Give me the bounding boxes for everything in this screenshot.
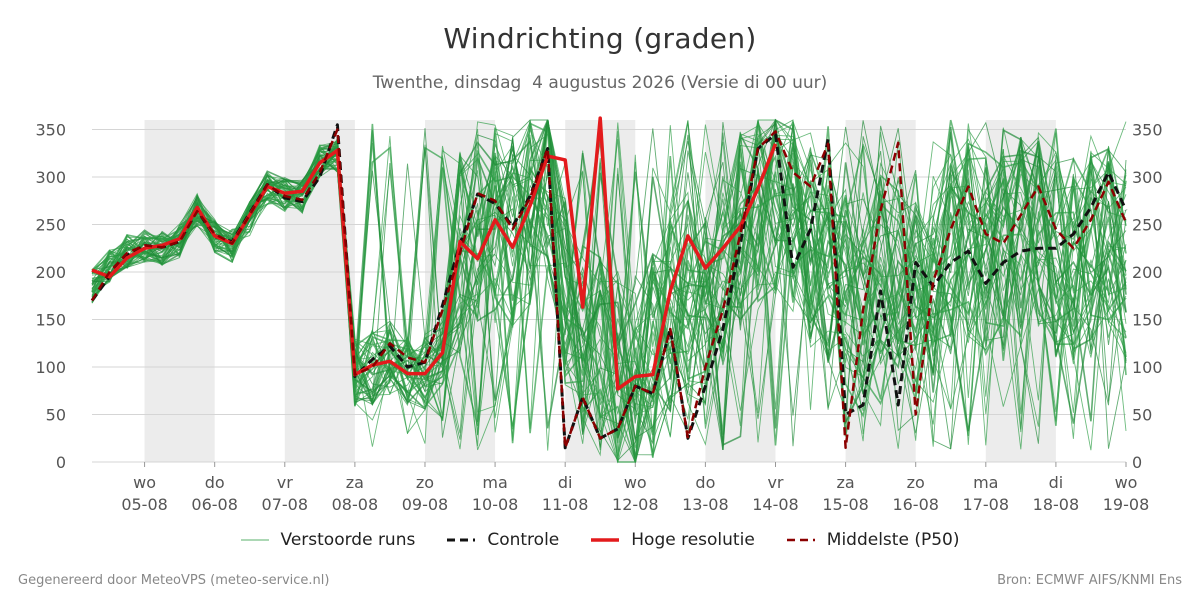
legend-swatch-control — [447, 538, 476, 542]
legend-item-high-res: Hoge resolutie — [591, 530, 755, 550]
x-tick-date-18-08: 18-08 — [1033, 495, 1080, 514]
y-tick-left-300: 300 — [35, 168, 66, 187]
x-tick-date-14-08: 14-08 — [752, 495, 799, 514]
legend-label-median: Middelste (P50) — [826, 530, 960, 550]
y-tick-left-100: 100 — [35, 358, 66, 377]
y-tick-left-250: 250 — [35, 216, 66, 235]
x-tick-date-19-08: 19-08 — [1103, 495, 1150, 514]
x-tick-date-09-08: 09-08 — [402, 495, 449, 514]
ensemble-run-line — [91, 119, 1127, 449]
x-tick-day-13-08: do — [695, 473, 715, 492]
x-tick-day-07-08: vr — [277, 473, 293, 492]
legend-label-control: Controle — [487, 530, 560, 550]
x-tick-date-16-08: 16-08 — [892, 495, 939, 514]
y-tick-right-100: 100 — [1132, 358, 1163, 377]
footer-generator: Gegenereerd door MeteoVPS (meteo-service… — [18, 573, 330, 588]
legend-swatch-high-res — [591, 538, 620, 542]
x-tick-day-08-08: za — [346, 473, 364, 492]
y-tick-left-150: 150 — [35, 311, 66, 330]
legend-item-median: Middelste (P50) — [786, 530, 960, 550]
x-tick-day-09-08: zo — [416, 473, 434, 492]
legend-item-ensemble: Verstoorde runs — [240, 530, 416, 550]
x-tick-date-17-08: 17-08 — [963, 495, 1010, 514]
x-tick-date-11-08: 11-08 — [542, 495, 589, 514]
x-tick-day-17-08: ma — [973, 473, 998, 492]
x-tick-date-08-08: 08-08 — [332, 495, 379, 514]
y-tick-right-200: 200 — [1132, 263, 1163, 282]
x-tick-day-14-08: vr — [767, 473, 783, 492]
ensemble-run-line — [91, 128, 1127, 463]
y-tick-left-0: 0 — [56, 453, 66, 472]
x-tick-date-10-08: 10-08 — [472, 495, 519, 514]
y-tick-left-200: 200 — [35, 263, 66, 282]
x-tick-day-12-08: wo — [624, 473, 647, 492]
x-tick-date-13-08: 13-08 — [682, 495, 729, 514]
x-tick-day-18-08: di — [1049, 473, 1064, 492]
legend-swatch-ensemble — [240, 539, 269, 541]
ensemble-run-line — [91, 118, 1127, 422]
y-tick-left-350: 350 — [35, 121, 66, 140]
legend-item-control: Controle — [447, 530, 559, 550]
y-tick-right-150: 150 — [1132, 311, 1163, 330]
y-tick-right-250: 250 — [1132, 216, 1163, 235]
x-tick-date-12-08: 12-08 — [612, 495, 659, 514]
x-tick-day-10-08: ma — [482, 473, 507, 492]
legend-label-high-res: Hoge resolutie — [631, 530, 755, 550]
x-tick-date-06-08: 06-08 — [191, 495, 238, 514]
x-tick-day-05-08: wo — [133, 473, 156, 492]
y-tick-right-350: 350 — [1132, 121, 1163, 140]
series-line-middelste-p50- — [90, 128, 1128, 450]
ensemble-run-line — [91, 119, 1127, 438]
y-tick-right-300: 300 — [1132, 168, 1163, 187]
x-tick-day-11-08: di — [558, 473, 573, 492]
footer-source: Bron: ECMWF AIFS/KNMI Ens — [997, 573, 1182, 588]
x-tick-date-07-08: 07-08 — [262, 495, 309, 514]
x-tick-day-15-08: za — [836, 473, 854, 492]
x-tick-day-06-08: do — [205, 473, 225, 492]
day-band-0 — [144, 120, 215, 462]
x-tick-day-16-08: zo — [907, 473, 925, 492]
x-tick-date-05-08: 05-08 — [121, 495, 168, 514]
x-tick-day-19-08: wo — [1115, 473, 1138, 492]
x-tick-date-15-08: 15-08 — [822, 495, 869, 514]
legend-label-ensemble: Verstoorde runs — [280, 530, 416, 550]
chart-title: Windrichting (graden) — [443, 22, 757, 55]
y-tick-right-0: 0 — [1132, 453, 1142, 472]
chart-legend: Verstoorde runs Controle Hoge resolutie … — [0, 530, 1200, 550]
y-tick-left-50: 50 — [46, 406, 66, 425]
y-tick-right-50: 50 — [1132, 406, 1152, 425]
ensemble-run-line — [91, 120, 1127, 452]
chart-subtitle: Twenthe, dinsdag 4 augustus 2026 (Versie… — [372, 73, 828, 93]
legend-swatch-median — [786, 538, 815, 542]
